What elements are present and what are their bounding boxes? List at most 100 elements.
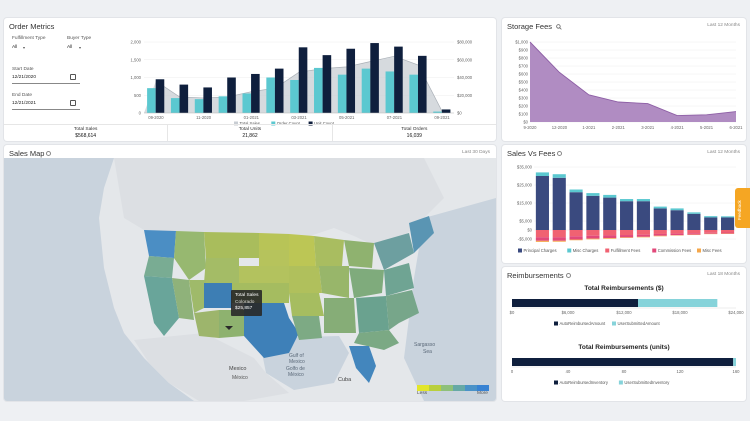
- legend-swatch: [308, 121, 313, 126]
- bar-principal-charges: [586, 195, 600, 230]
- start-date-input[interactable]: 12/21/2020: [12, 75, 37, 80]
- sales-vs-fees-title: Sales Vs Fees: [507, 149, 563, 158]
- bar-principal-charges: [603, 197, 617, 230]
- buyer-chevron-down-icon[interactable]: [79, 47, 81, 49]
- unit-count-bar: [274, 68, 284, 113]
- bar-principal-charges: [535, 176, 549, 230]
- reimb-chart1-title: Total Reimbursements ($): [584, 285, 664, 292]
- y-tick: $100: [519, 112, 529, 117]
- order-count-bar: [361, 68, 371, 113]
- x-tick: 6-2021: [729, 125, 743, 130]
- x-tick: 03-2021: [291, 115, 307, 120]
- hbar-usersubmittedamount: [638, 299, 718, 307]
- sales-vs-fees-period: Last 12 Months: [707, 150, 740, 155]
- search-icon[interactable]: [556, 24, 562, 30]
- x-tick: 9-2020: [523, 125, 537, 130]
- legend-label: Misc Fees: [703, 248, 722, 253]
- legend-label: Misc Charges: [573, 248, 599, 253]
- bar-misc-fees: [535, 240, 549, 242]
- x-tick: 160: [733, 369, 741, 374]
- total-orders-label: Total Orders: [401, 127, 428, 132]
- buyer-type-label: Buyer Type: [67, 36, 92, 41]
- legend-label: AutoReimbursedAmount: [560, 321, 606, 326]
- fulfillment-type-label: Fulfillment Type: [12, 36, 46, 41]
- y-right-tick: $20,000: [457, 93, 473, 98]
- bar-commission-fees: [535, 237, 549, 241]
- bar-commission-fees: [704, 232, 718, 234]
- y-tick: $900: [519, 48, 529, 53]
- storage-fees-title-text: Storage Fees: [507, 22, 553, 31]
- reimbursements-title: Reimbursements: [507, 271, 571, 280]
- fulfillment-chevron-down-icon[interactable]: [23, 47, 25, 49]
- canada: [114, 158, 444, 250]
- y-left-tick: 500: [134, 93, 142, 98]
- us-sales-map[interactable]: [4, 158, 496, 401]
- order-totals: Total Sales $568,614 Total Units 21,862 To…: [4, 124, 496, 141]
- y-tick: $1,000: [515, 40, 528, 45]
- start-calendar-icon[interactable]: [70, 74, 76, 80]
- y-right-tick: $80,000: [457, 40, 473, 45]
- bar-commission-fees: [636, 234, 650, 237]
- order-count-bar: [385, 71, 395, 113]
- order-count-bar: [147, 88, 156, 113]
- map-label-cuba: Cuba: [338, 377, 352, 383]
- bar-commission-fees: [552, 237, 566, 241]
- y-left-tick: 1,000: [131, 75, 142, 80]
- bar-fulfillment-fees: [687, 230, 701, 234]
- order-count-bar: [242, 93, 252, 113]
- total-orders-value: 16,039: [406, 133, 422, 139]
- end-calendar-icon[interactable]: [70, 100, 76, 106]
- order-metrics-chart: 0 500 1,000 1,500 2,000 $0 $20,000 $40,000 $60,0…: [131, 40, 473, 127]
- sales-map-title: Sales Map: [9, 149, 52, 158]
- info-icon[interactable]: [46, 150, 52, 156]
- bar-fulfillment-fees: [552, 230, 566, 238]
- y-tick: $35,000: [517, 165, 533, 170]
- sales-map-period: Last 30 Days: [462, 150, 490, 155]
- legend-label: Total Sales: [240, 121, 260, 126]
- unit-count-bar: [227, 77, 236, 113]
- map-label-gulf3: Golfo de: [286, 366, 305, 372]
- x-tick: 05-2021: [339, 115, 355, 120]
- fulfillment-type-select[interactable]: All: [12, 45, 18, 50]
- bar-commission-fees: [721, 232, 735, 234]
- end-date-input[interactable]: 12/21/2021: [12, 101, 37, 106]
- sales-map-title-text: Sales Map: [9, 149, 45, 158]
- bar-misc-fees: [586, 238, 600, 240]
- order-count-bar: [409, 74, 418, 113]
- y-tick: $800: [519, 56, 529, 61]
- hbar-autoreimbursedamount: [512, 299, 638, 307]
- legend-more: More: [477, 391, 488, 396]
- hbar-autoreimbursedinventory: [512, 358, 734, 366]
- map-label-sargasso1: Sargasso: [414, 342, 436, 348]
- y-left-tick: 2,000: [131, 40, 142, 45]
- y-left-tick: 0: [139, 111, 142, 116]
- bar-principal-charges: [636, 201, 650, 230]
- bar-misc-charges: [704, 216, 718, 218]
- x-tick: $0: [510, 310, 515, 315]
- bar-fulfillment-fees: [603, 230, 617, 236]
- bar-principal-charges: [620, 201, 634, 230]
- feedback-button[interactable]: Feedback: [735, 188, 750, 228]
- x-tick: 09-2020: [148, 115, 164, 120]
- x-tick: 01-2021: [244, 115, 260, 120]
- us-states[interactable]: [144, 216, 434, 383]
- total-units: Total Units 21,862: [168, 125, 333, 141]
- sales-vs-fees-chart: -$5,000 $0 $5,000 $15,000 $25,000 $35,000 Prin…: [517, 165, 736, 253]
- x-tick: 5-2021: [700, 125, 714, 130]
- y-tick: $600: [519, 72, 529, 77]
- bar-misc-charges: [721, 216, 735, 218]
- info-icon[interactable]: [557, 150, 563, 156]
- y-tick: $200: [519, 104, 529, 109]
- order-count-bar: [314, 67, 323, 113]
- unit-count-bar: [322, 55, 332, 113]
- sales-vs-fees-card: Sales Vs Fees Last 12 Months -$5,000 $0 $5…: [502, 145, 746, 263]
- buyer-type-select[interactable]: All: [67, 45, 73, 50]
- y-tick: $0: [523, 120, 528, 125]
- unit-count-bar: [394, 46, 403, 113]
- map-label-sargasso2: Sea: [423, 349, 432, 355]
- legend-label: Order Count: [277, 121, 301, 126]
- info-icon[interactable]: [565, 272, 571, 278]
- unit-count-bar: [346, 48, 356, 114]
- tooltip-value: $25,857: [235, 306, 253, 311]
- bar-commission-fees: [653, 233, 667, 236]
